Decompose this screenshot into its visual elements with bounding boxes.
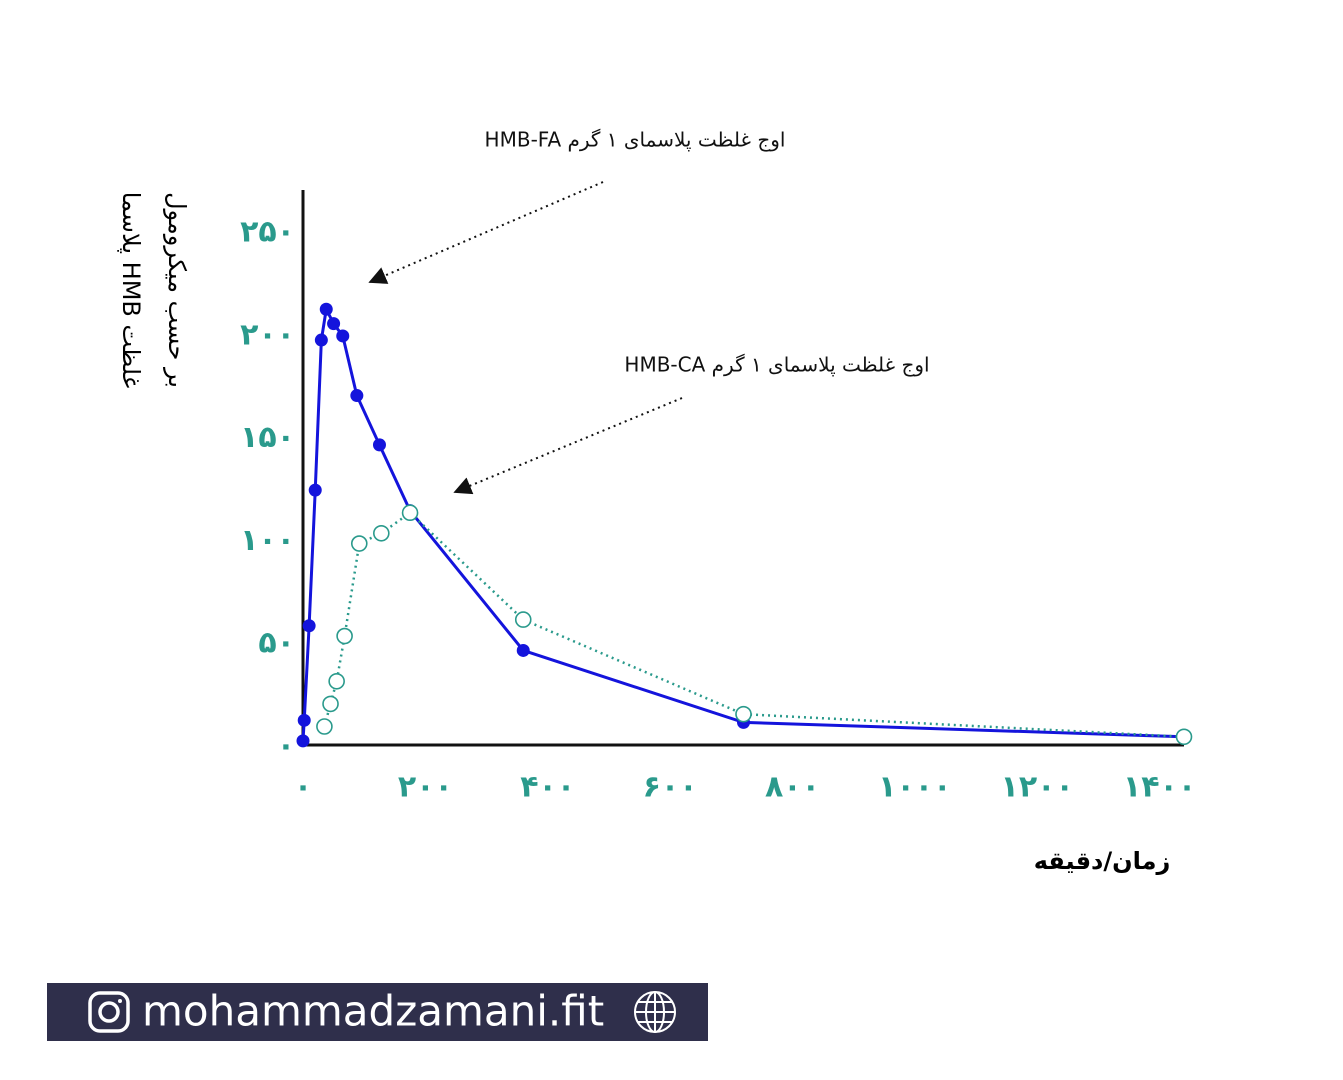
instagram-icon: [118, 999, 122, 1003]
point: [336, 627, 353, 645]
series-line: [323, 511, 1185, 739]
x-tick-label: ۱۴۰۰: [1123, 770, 1196, 805]
y-tick-label: ۱۰۰: [240, 523, 295, 558]
point: [372, 438, 386, 452]
point: [514, 611, 532, 628]
y-axis-title: بر حسب میکرومول: [163, 192, 191, 388]
point: [327, 317, 341, 331]
y-tick-label: ۲۰۰: [240, 317, 295, 352]
x-tick-label: ۰: [294, 770, 312, 805]
y-tick-label: ۲۵۰: [240, 215, 295, 250]
y-tick-label: ۰: [277, 729, 295, 764]
x-tick-label: ۱۰۰۰: [878, 770, 951, 805]
point: [296, 734, 310, 748]
arrow: [368, 181, 604, 284]
x-tick-label: ۶۰۰: [643, 770, 698, 805]
point: [328, 672, 345, 690]
point: [350, 535, 368, 552]
series-line: [301, 304, 1185, 741]
x-tick-label: ۱۲۰۰: [1001, 770, 1074, 805]
x-tick-label: ۲۰۰: [398, 770, 453, 805]
point: [735, 705, 752, 723]
point: [302, 619, 316, 633]
point: [373, 524, 390, 542]
annotation: اوج غلظت پلاسمای ۱ گرم HMB-FA: [485, 128, 786, 153]
y-tick-label: ۵۰: [258, 626, 295, 661]
x-tick-label: ۸۰۰: [765, 770, 820, 805]
point: [1175, 728, 1193, 746]
annotation: اوج غلظت پلاسمای ۱ گرم HMB-CA: [624, 353, 929, 378]
point: [516, 643, 530, 657]
point: [401, 504, 419, 522]
footer-text: mohammadzamani.fit: [142, 987, 604, 1036]
point: [336, 329, 350, 343]
point: [316, 718, 333, 735]
point: [314, 333, 328, 347]
x-axis-title: زمان/دقیقه: [1034, 847, 1171, 875]
y-axis-title: غلظت HMB پلاسما: [117, 192, 145, 389]
instagram-icon: [98, 1001, 120, 1023]
point: [322, 695, 339, 713]
y-tick-label: ۱۵۰: [240, 420, 295, 455]
footer-banner: [47, 983, 708, 1041]
point: [297, 713, 311, 727]
point: [350, 389, 364, 403]
x-tick-label: ۴۰۰: [520, 770, 575, 805]
globe-icon: [634, 991, 676, 1033]
point: [308, 483, 322, 497]
point: [319, 302, 333, 316]
arrow: [453, 397, 683, 495]
instagram-icon: [88, 991, 130, 1033]
